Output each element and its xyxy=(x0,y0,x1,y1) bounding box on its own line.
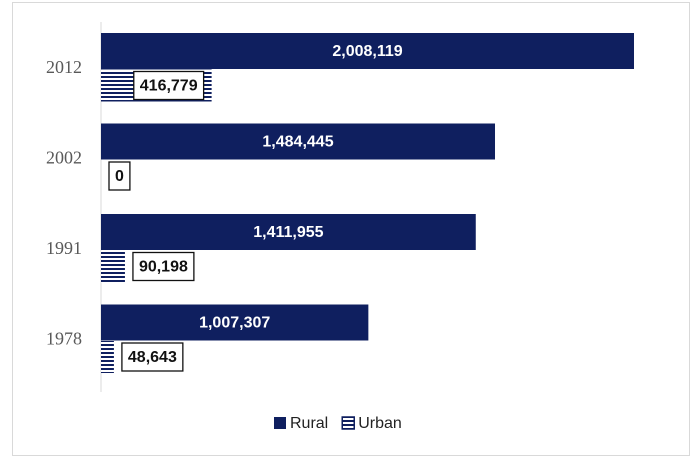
value-label: 416,779 xyxy=(140,78,198,95)
value-label: 1,007,307 xyxy=(199,315,270,332)
bar xyxy=(101,123,496,160)
legend-swatch xyxy=(274,417,286,429)
y-tick-label: 1991 xyxy=(46,238,82,258)
bar xyxy=(101,214,476,250)
value-label-box xyxy=(132,251,195,282)
legend-label: Rural xyxy=(290,415,328,432)
legend-label: Urban xyxy=(358,415,402,432)
value-label-box xyxy=(133,70,205,101)
y-tick-label: 1978 xyxy=(46,329,82,349)
value-label: 48,643 xyxy=(128,349,177,366)
value-label: 1,411,955 xyxy=(253,224,323,241)
bar xyxy=(101,304,369,341)
value-label: 1,484,445 xyxy=(262,134,333,151)
value-label: 0 xyxy=(115,168,124,185)
value-label: 90,198 xyxy=(139,259,188,276)
value-label-box xyxy=(108,161,131,191)
bar xyxy=(101,250,125,283)
value-label: 2,008,119 xyxy=(332,43,402,60)
legend-swatch xyxy=(341,416,355,430)
value-label-box xyxy=(121,342,184,372)
bar xyxy=(101,33,634,69)
y-tick-label: 2012 xyxy=(46,57,82,77)
y-tick-label: 2002 xyxy=(46,148,82,168)
bar xyxy=(101,341,114,373)
